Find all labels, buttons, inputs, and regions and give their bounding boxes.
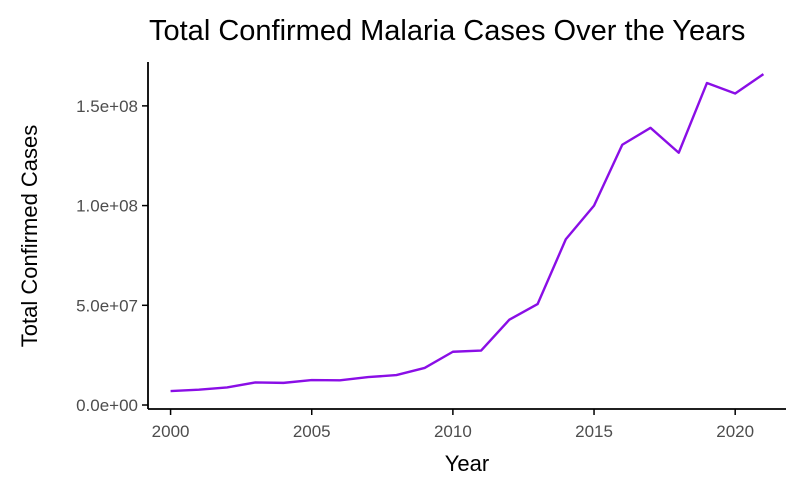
x-tick-label: 2000 [152,422,190,441]
y-tick-label: 5.0e+07 [76,296,138,315]
chart-title: Total Confirmed Malaria Cases Over the Y… [149,15,745,47]
x-axis-ticks: 2000 2005 2010 2015 2020 [152,409,754,441]
x-tick-label: 2020 [716,422,754,441]
x-tick-label: 2015 [575,422,613,441]
x-axis-title: Year [445,451,489,476]
plot-area [170,73,765,393]
y-axis-ticks: 0.0e+00 5.0e+07 1.0e+08 1.5e+08 [76,97,148,415]
y-tick-label: 1.5e+08 [76,97,138,116]
x-tick-label: 2005 [293,422,331,441]
x-tick-label: 2010 [434,422,472,441]
y-axis-title: Total Confirmed Cases [17,125,42,348]
y-tick-label: 1.0e+08 [76,197,138,216]
series-line [170,73,765,393]
y-tick-label: 0.0e+00 [76,396,138,415]
